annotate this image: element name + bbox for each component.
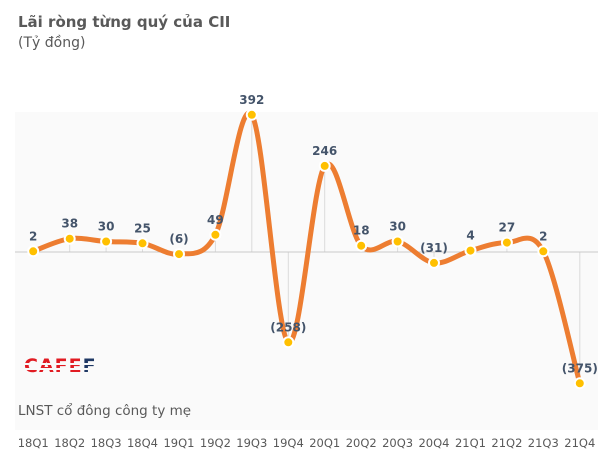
data-point (391, 235, 404, 248)
data-label: (31) (420, 241, 448, 255)
series-note: LNST cổ đông công ty mẹ (18, 403, 192, 419)
data-point (500, 236, 513, 249)
data-point (100, 235, 113, 248)
data-point (27, 245, 40, 258)
x-axis-label: 19Q3 (236, 436, 267, 450)
logo-stencil-slit (23, 363, 98, 365)
x-axis-label: 19Q2 (200, 436, 231, 450)
x-axis-label: 21Q1 (455, 436, 486, 450)
cafef-logo-cafe: CAFE (24, 355, 83, 377)
data-label: 2 (539, 229, 547, 243)
x-axis-label: 21Q3 (528, 436, 559, 450)
x-axis-label: 19Q4 (273, 436, 304, 450)
data-point (209, 228, 222, 241)
logo-stencil-slit (23, 368, 98, 370)
data-point (282, 336, 295, 349)
data-label: 38 (61, 217, 78, 231)
x-axis-label: 18Q4 (127, 436, 158, 450)
data-point (537, 245, 550, 258)
data-label: 30 (389, 220, 406, 234)
x-axis-label: 20Q1 (309, 436, 340, 450)
data-label: 27 (499, 221, 516, 235)
cafef-logo-f: F (82, 355, 97, 377)
data-point (464, 244, 477, 257)
chart-title: Lãi ròng từng quý của CII (18, 13, 231, 31)
data-point (573, 377, 586, 390)
data-point (428, 256, 440, 269)
x-axis-label: 21Q2 (491, 436, 522, 450)
data-point (63, 232, 76, 245)
data-label: 246 (312, 144, 337, 158)
data-label: 25 (134, 221, 151, 235)
data-label: 2 (29, 229, 37, 243)
data-label: 30 (98, 220, 115, 234)
data-label: (258) (270, 320, 306, 334)
x-axis-label: 18Q3 (91, 436, 122, 450)
cafef-logo: CAFEF (23, 355, 98, 377)
x-axis-label: 19Q1 (163, 436, 194, 450)
data-label: 392 (239, 93, 264, 107)
x-axis-label: 20Q2 (346, 436, 377, 450)
x-axis-label: 20Q4 (418, 436, 449, 450)
data-point (355, 239, 368, 252)
data-point (136, 237, 149, 250)
x-axis-label: 20Q3 (382, 436, 413, 450)
data-point (318, 159, 331, 172)
chart-subtitle: (Tỷ đồng) (18, 35, 86, 51)
data-point (173, 248, 185, 261)
data-label: (375) (562, 361, 598, 375)
x-axis-label: 21Q4 (564, 436, 595, 450)
data-label: 49 (207, 213, 224, 227)
data-point (245, 108, 258, 121)
x-axis-label: 18Q2 (54, 436, 85, 450)
data-labels: 2 38 30 25 (6) 49 392 (258) 246 18 30 (31) 4 27 2 (375) (29, 93, 598, 375)
x-axis-label: 18Q1 (18, 436, 49, 450)
drop-lines-group (32, 114, 581, 384)
x-axis-labels: 18Q1 18Q2 18Q3 18Q4 19Q1 19Q2 19Q3 19Q4 20Q1 20Q2… (18, 436, 596, 450)
data-point-markers (27, 108, 586, 390)
data-label: 4 (466, 229, 474, 243)
data-label: (6) (169, 232, 188, 246)
data-label: 18 (353, 224, 370, 238)
